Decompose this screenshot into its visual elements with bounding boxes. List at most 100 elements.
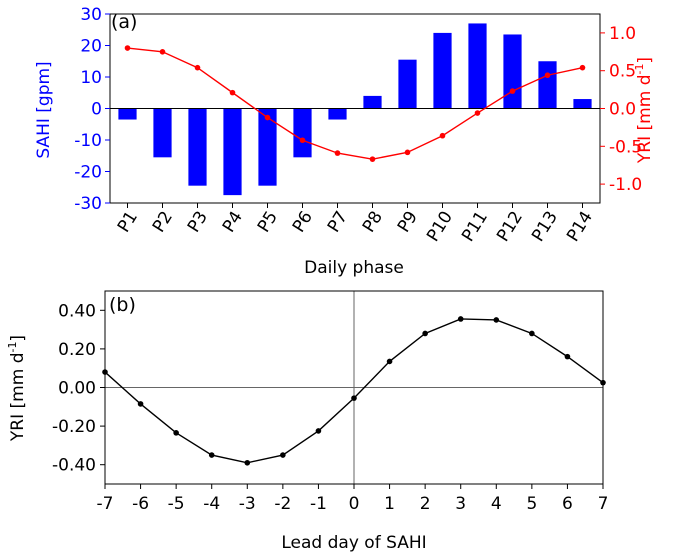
b-xtick-label-1: 1 bbox=[384, 494, 395, 514]
a-right-tick-label-0.5: 0.5 bbox=[609, 62, 636, 82]
b-xtick-label--1: -1 bbox=[310, 494, 327, 514]
a-x-ticks: P1 P2 P3 P4 P5 P6 P7 P8 P9 P10 P11 P12 P13 P14 bbox=[114, 203, 597, 245]
b-point--3 bbox=[244, 459, 251, 466]
a-xtick-label-P9: P9 bbox=[394, 208, 422, 236]
a-right-ticks: -1.0 -0.5 0.0 0.5 1.0 bbox=[600, 24, 642, 195]
a-xtick-label-P14: P14 bbox=[563, 208, 597, 246]
a-xtick-label-P4: P4 bbox=[219, 208, 247, 236]
a-left-axis-label: SAHI [gpm] bbox=[34, 61, 54, 158]
a-yri-line bbox=[127, 47, 583, 160]
b-xtick-label-7: 7 bbox=[598, 494, 609, 514]
a-xtick-label-P11: P11 bbox=[458, 208, 492, 246]
a-bars bbox=[118, 23, 592, 196]
sahi-bar-P14 bbox=[573, 99, 592, 109]
a-xtick-label-P7: P7 bbox=[324, 208, 352, 236]
a-yri-points bbox=[124, 45, 586, 162]
a-left-tick-label-0: 0 bbox=[91, 100, 102, 120]
a-right-label-main: YRI [mm d bbox=[635, 75, 655, 165]
a-right-tick-label-1.0: 1.0 bbox=[609, 24, 636, 44]
a-xtick-label-P13: P13 bbox=[528, 208, 562, 246]
yri-point-P14 bbox=[579, 64, 586, 71]
a-right-axis-label: YRI [mm d-1] bbox=[633, 57, 655, 164]
sahi-bar-P6 bbox=[293, 108, 312, 158]
b-point--1 bbox=[315, 428, 322, 434]
a-left-tick-label-20: 20 bbox=[80, 37, 102, 57]
sahi-bar-P13 bbox=[538, 61, 557, 109]
b-point--5 bbox=[173, 430, 179, 436]
b-y-axis-label: YRI [mm d-1] bbox=[6, 335, 28, 442]
yri-point-P11 bbox=[474, 110, 481, 116]
b-label-main: YRI [mm d bbox=[8, 353, 28, 443]
b-ytick-label-0.40: 0.40 bbox=[58, 301, 96, 321]
b-label-sup: -1 bbox=[6, 342, 19, 353]
b-xtick-label-6: 6 bbox=[562, 494, 573, 514]
b-xtick-label-0: 0 bbox=[349, 494, 360, 514]
a-xtick-label-P2: P2 bbox=[149, 208, 177, 236]
yri-point-P3 bbox=[194, 64, 201, 71]
sahi-bar-P5 bbox=[258, 108, 277, 186]
a-left-tick-label-10: 10 bbox=[80, 68, 102, 88]
a-xtick-label-P5: P5 bbox=[254, 208, 282, 236]
b-xtick-label--3: -3 bbox=[239, 494, 256, 514]
b-point-6 bbox=[564, 353, 571, 360]
b-label-end: ] bbox=[8, 335, 28, 342]
b-y-ticks: -0.40 -0.20 0.00 0.20 0.40 bbox=[52, 301, 105, 476]
b-ytick-label-0.20: 0.20 bbox=[58, 340, 96, 360]
b-ytick-label--0.20: -0.20 bbox=[52, 417, 96, 437]
a-xtick-label-P3: P3 bbox=[184, 208, 212, 236]
yri-point-P9 bbox=[404, 149, 411, 156]
a-xtick-label-P12: P12 bbox=[493, 208, 527, 246]
panel-b: -7 -6 -5 -4 -3 -2 -1 0 1 2 3 4 5 6 7 -0.40 -0.20 0.00 0.2… bbox=[6, 290, 609, 553]
b-yri-points bbox=[102, 316, 606, 466]
b-xtick-label-4: 4 bbox=[491, 494, 502, 514]
a-right-tick-label--0.5: -0.5 bbox=[609, 137, 642, 157]
yri-point-P6 bbox=[299, 137, 306, 144]
b-x-ticks: -7 -6 -5 -4 -3 -2 -1 0 1 2 3 4 5 6 7 bbox=[97, 484, 609, 514]
sahi-bar-P1 bbox=[118, 108, 137, 120]
a-right-tick-label-0.0: 0.0 bbox=[609, 100, 636, 120]
b-xtick-label--7: -7 bbox=[97, 494, 114, 514]
a-xtick-label-P8: P8 bbox=[359, 208, 387, 236]
yri-point-P13 bbox=[544, 72, 551, 79]
sahi-bar-P8 bbox=[363, 95, 382, 109]
yri-point-P7 bbox=[334, 150, 341, 156]
b-xtick-label-3: 3 bbox=[455, 494, 466, 514]
b-xtick-label-5: 5 bbox=[526, 494, 537, 514]
sahi-bar-P11 bbox=[468, 23, 487, 109]
sahi-bar-P4 bbox=[223, 108, 242, 196]
yri-point-P2 bbox=[159, 49, 166, 55]
b-point--2 bbox=[280, 452, 286, 458]
a-left-tick-label-30: 30 bbox=[80, 5, 102, 25]
b-point-1 bbox=[386, 358, 393, 365]
sahi-bar-P2 bbox=[153, 108, 172, 158]
b-point-3 bbox=[457, 316, 464, 322]
b-xtick-label--5: -5 bbox=[168, 494, 185, 514]
yri-point-P10 bbox=[439, 132, 446, 139]
a-left-tick-label--20: -20 bbox=[74, 163, 102, 183]
a-right-label-sup: -1 bbox=[633, 64, 646, 75]
a-left-tick-label--10: -10 bbox=[74, 131, 102, 151]
a-xtick-label-P6: P6 bbox=[289, 208, 317, 236]
yri-point-P12 bbox=[509, 88, 516, 94]
yri-point-P8 bbox=[369, 156, 376, 162]
b-point--6 bbox=[137, 401, 144, 407]
b-point--4 bbox=[208, 452, 215, 458]
b-xtick-label--6: -6 bbox=[132, 494, 149, 514]
sahi-bar-P10 bbox=[433, 32, 452, 109]
a-left-tick-label--30: -30 bbox=[74, 194, 102, 214]
a-x-axis-label: Daily phase bbox=[304, 258, 404, 278]
panel-a: P1 P2 P3 P4 P5 P6 P7 P8 P9 P10 P11 P12 P13 P14 -30 -20… bbox=[34, 5, 655, 278]
b-panel-label: (b) bbox=[109, 294, 136, 316]
b-x-axis-label: Lead day of SAHI bbox=[281, 533, 426, 553]
yri-point-P4 bbox=[229, 89, 236, 96]
b-point-2 bbox=[422, 330, 428, 337]
yri-point-P1 bbox=[124, 45, 131, 51]
a-right-label-end: ] bbox=[635, 57, 655, 64]
yri-point-P5 bbox=[264, 114, 271, 121]
sahi-bar-P3 bbox=[188, 108, 207, 186]
b-ytick-label-0.00: 0.00 bbox=[58, 379, 96, 399]
a-right-tick-label--1.0: -1.0 bbox=[609, 175, 642, 195]
b-point-0 bbox=[351, 395, 357, 401]
b-ytick-label--0.40: -0.40 bbox=[52, 456, 96, 476]
